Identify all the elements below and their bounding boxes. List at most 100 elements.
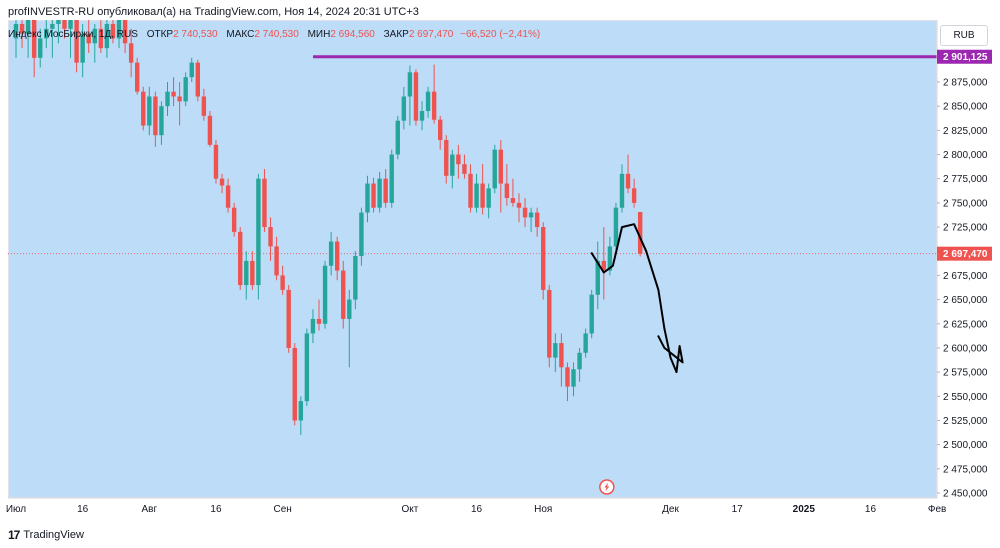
candle-body[interactable] [159, 106, 164, 136]
candle-body[interactable] [110, 23, 116, 39]
candle-body[interactable] [147, 96, 152, 126]
candle-body[interactable] [80, 33, 85, 63]
candle-body[interactable] [347, 299, 352, 319]
candle-body[interactable] [438, 119, 443, 141]
candle-body[interactable] [553, 343, 558, 358]
candle-body[interactable] [92, 28, 97, 44]
candle-body[interactable] [522, 207, 528, 218]
candle-body[interactable] [165, 91, 170, 107]
candle-body[interactable] [44, 28, 49, 39]
candle-body[interactable] [268, 227, 273, 247]
candle-body[interactable] [250, 260, 255, 286]
candle-body[interactable] [619, 173, 625, 208]
candle-body[interactable] [116, 19, 122, 39]
candle-body[interactable] [195, 62, 200, 97]
candle-body[interactable] [225, 185, 231, 208]
candle-body[interactable] [334, 241, 340, 271]
candle-body[interactable] [31, 19, 37, 58]
candle-body[interactable] [177, 96, 182, 102]
candle-body[interactable] [274, 246, 279, 276]
candle-body[interactable] [304, 333, 310, 402]
candle-body[interactable] [38, 38, 43, 58]
candle-body[interactable] [419, 111, 425, 121]
candle-body[interactable] [183, 77, 188, 102]
candle-body[interactable] [328, 241, 334, 266]
candle-body[interactable] [559, 343, 564, 368]
candle-body[interactable] [577, 352, 582, 370]
candle-body[interactable] [25, 19, 31, 34]
candle-body[interactable] [207, 115, 213, 145]
candle-body[interactable] [141, 91, 146, 126]
candle-body[interactable] [104, 23, 110, 49]
candle-body[interactable] [607, 246, 613, 271]
candle-body[interactable] [492, 149, 497, 189]
candle-body[interactable] [298, 401, 304, 421]
candle-body[interactable] [637, 212, 643, 254]
candle-body[interactable] [528, 212, 534, 218]
candle-body[interactable] [13, 23, 19, 39]
candle-body[interactable] [431, 91, 437, 120]
candle-body[interactable] [504, 183, 510, 199]
candle-body[interactable] [631, 188, 637, 203]
candle-body[interactable] [407, 72, 413, 97]
candle-body[interactable] [547, 289, 552, 358]
candle-body[interactable] [238, 231, 243, 286]
candle-body[interactable] [571, 369, 576, 387]
candle-body[interactable] [19, 23, 25, 34]
candle-body[interactable] [589, 294, 594, 334]
candle-body[interactable] [534, 212, 540, 228]
candle-body[interactable] [135, 62, 140, 92]
candle-body[interactable] [341, 270, 346, 319]
candle-body[interactable] [56, 14, 61, 24]
candle-body[interactable] [231, 207, 237, 232]
candle-body[interactable] [377, 178, 382, 208]
candle-body[interactable] [189, 62, 194, 78]
plot-area[interactable] [8, 0, 937, 435]
candle-body[interactable] [565, 367, 570, 387]
candle-body[interactable] [583, 333, 588, 353]
candle-body[interactable] [50, 23, 55, 29]
candle-body[interactable] [541, 227, 546, 290]
candle-body[interactable] [371, 183, 376, 208]
candle-body[interactable] [262, 178, 267, 228]
candle-body[interactable] [395, 120, 400, 155]
candle-body[interactable] [244, 260, 249, 286]
candle-body[interactable] [62, 14, 67, 29]
candle-body[interactable] [201, 96, 207, 116]
candle-body[interactable] [213, 144, 219, 179]
candle-body[interactable] [625, 173, 631, 189]
candle-body[interactable] [310, 318, 316, 334]
candle-body[interactable] [68, 19, 73, 29]
candle-body[interactable] [383, 178, 388, 203]
candle-body[interactable] [219, 178, 225, 186]
candle-body[interactable] [613, 207, 619, 247]
candle-body[interactable] [516, 202, 522, 208]
candle-body[interactable] [316, 318, 322, 324]
forecast-drawing[interactable] [590, 223, 684, 374]
candle-body[interactable] [128, 43, 134, 63]
candle-body[interactable] [468, 173, 473, 208]
candle-body[interactable] [86, 33, 91, 44]
candle-body[interactable] [292, 347, 297, 421]
currency-button[interactable]: RUB [940, 25, 988, 46]
candle-body[interactable] [171, 91, 176, 97]
candle-body[interactable] [425, 91, 431, 112]
candle-body[interactable] [444, 140, 449, 176]
candle-body[interactable] [353, 256, 358, 300]
candle-body[interactable] [359, 212, 364, 257]
candle-body[interactable] [480, 183, 485, 208]
candle-body[interactable] [601, 260, 607, 271]
candle-body[interactable] [280, 275, 285, 290]
candle-body[interactable] [153, 96, 158, 136]
candle-body[interactable] [498, 149, 503, 184]
candle-body[interactable] [365, 183, 370, 213]
candle-body[interactable] [450, 154, 455, 176]
candle-body[interactable] [510, 198, 516, 203]
candle-body[interactable] [98, 28, 104, 49]
candle-body[interactable] [486, 188, 491, 208]
candle-body[interactable] [456, 154, 461, 165]
time-axis[interactable] [8, 498, 937, 518]
candle-body[interactable] [595, 260, 600, 295]
candle-body[interactable] [74, 19, 79, 63]
